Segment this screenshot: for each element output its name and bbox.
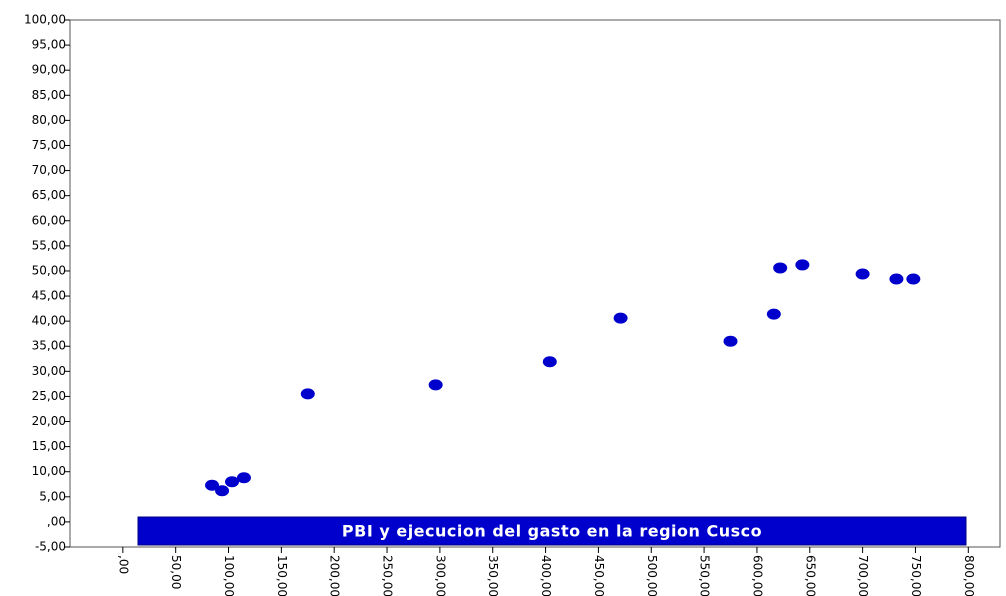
- y-tick-label: 15,00: [32, 439, 66, 453]
- point: [215, 485, 230, 497]
- point: [542, 356, 557, 368]
- y-tick-label: 65,00: [32, 188, 66, 202]
- y-tick-label: 75,00: [32, 138, 66, 152]
- y-tick-label: 95,00: [32, 38, 66, 52]
- x-tick-label: 600,00: [750, 555, 764, 596]
- x-tick-label: 200,00: [328, 555, 342, 596]
- x-tick-label: 150,00: [275, 555, 289, 596]
- x-tick-label: 650,00: [803, 555, 817, 596]
- y-tick-label: ,00: [47, 514, 66, 528]
- x-tick-label: 50,00: [169, 555, 183, 589]
- x-tick-label: 400,00: [539, 555, 553, 596]
- point: [613, 312, 628, 324]
- point: [428, 379, 443, 391]
- y-tick-label: 45,00: [32, 289, 66, 303]
- x-tick-label: 350,00: [486, 555, 500, 596]
- x-tick-label: 300,00: [433, 555, 447, 596]
- y-tick-label: 25,00: [32, 389, 66, 403]
- point: [300, 388, 315, 400]
- point: [773, 262, 788, 274]
- y-tick-label: -5,00: [35, 540, 66, 554]
- y-tick-label: 85,00: [32, 88, 66, 102]
- y-tick-label: 10,00: [32, 464, 66, 478]
- x-tick-label: 250,00: [381, 555, 395, 596]
- y-tick-label: 55,00: [32, 238, 66, 252]
- plot-frame: [69, 19, 1001, 548]
- point: [906, 273, 921, 285]
- point: [723, 335, 738, 347]
- y-tick-label: 90,00: [32, 63, 66, 77]
- x-tick-label: 500,00: [645, 555, 659, 596]
- y-tick-label: 20,00: [32, 414, 66, 428]
- x-tick-label: 750,00: [909, 555, 923, 596]
- x-tick-label: 100,00: [222, 555, 236, 596]
- y-tick-label: 35,00: [32, 339, 66, 353]
- point: [205, 479, 220, 491]
- y-tick-label: 5,00: [39, 489, 66, 503]
- title-banner: [137, 516, 967, 546]
- point: [855, 268, 870, 280]
- y-tick-label: 30,00: [32, 364, 66, 378]
- x-tick-label: 700,00: [856, 555, 870, 596]
- point: [889, 273, 904, 285]
- x-tick-label: ,00: [116, 555, 130, 574]
- x-tick-label: 800,00: [962, 555, 976, 596]
- y-tick-label: 40,00: [32, 314, 66, 328]
- point: [225, 476, 240, 488]
- y-tick-label: 100,00: [24, 13, 66, 27]
- x-tick-label: 450,00: [592, 555, 606, 596]
- y-tick-label: 70,00: [32, 163, 66, 177]
- x-tick-label: 550,00: [698, 555, 712, 596]
- point: [236, 472, 251, 484]
- y-tick-label: 60,00: [32, 213, 66, 227]
- point: [795, 259, 810, 271]
- y-tick-label: 80,00: [32, 113, 66, 127]
- y-tick-label: 50,00: [32, 263, 66, 277]
- point: [766, 308, 781, 320]
- chart-title: PBI y ejecucion del gasto en la region C…: [342, 522, 762, 541]
